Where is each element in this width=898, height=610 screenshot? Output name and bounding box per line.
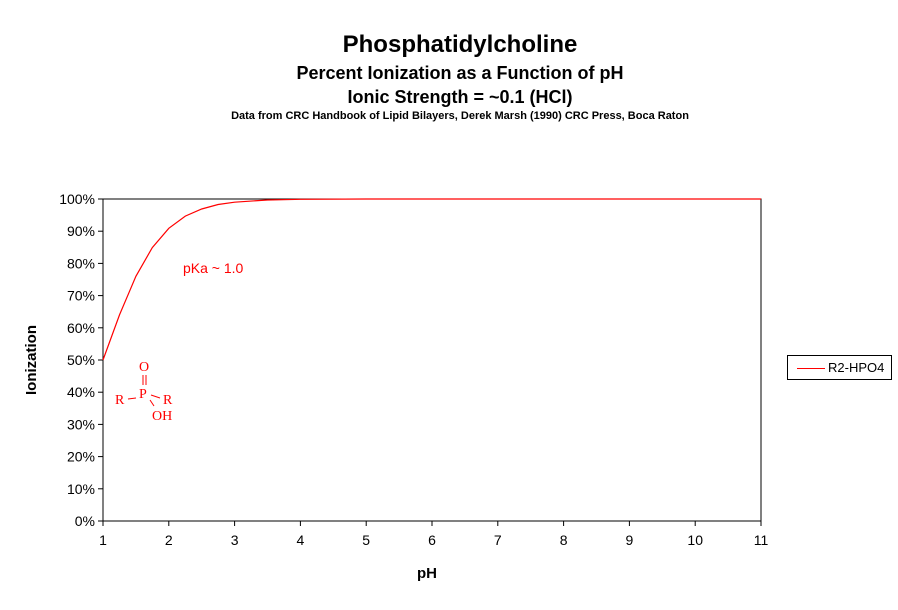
- y-tick-label: 30%: [67, 416, 95, 432]
- x-tick-label: 5: [362, 532, 370, 548]
- chem-p: P: [139, 387, 147, 402]
- chart-subtitle-1: Percent Ionization as a Function of pH: [296, 63, 624, 83]
- y-tick-label: 60%: [67, 320, 95, 336]
- x-tick-label: 1: [99, 532, 107, 548]
- x-tick-label: 4: [297, 532, 305, 548]
- x-tick-label: 3: [231, 532, 239, 548]
- y-tick-label: 10%: [67, 481, 95, 497]
- x-tick-label: 8: [560, 532, 568, 548]
- series-line-r2-hpo4: [102, 198, 761, 361]
- plot-frame: [102, 198, 762, 522]
- chart-subtitle-2: Ionic Strength = ~0.1 (HCl): [347, 87, 573, 107]
- y-tick-label: 90%: [67, 223, 95, 239]
- chem-r-right: R: [163, 393, 173, 408]
- chem-r-left: R: [115, 393, 125, 408]
- x-tick-label: 9: [626, 532, 634, 548]
- legend-swatch: [797, 368, 825, 369]
- x-tick-label: 11: [754, 532, 769, 548]
- chem-o: O: [139, 360, 149, 375]
- y-axis-label: Ionization: [23, 325, 40, 395]
- legend: R2-HPO4: [787, 355, 892, 380]
- x-tick-label: 6: [428, 532, 436, 548]
- y-tick-label: 20%: [67, 449, 95, 465]
- x-tick-label: 7: [494, 532, 502, 548]
- chem-oh: OH: [152, 409, 172, 424]
- y-tick-label: 70%: [67, 288, 95, 304]
- y-tick-label: 0%: [75, 513, 95, 529]
- x-axis-label: pH: [417, 565, 437, 582]
- y-tick-label: 80%: [67, 255, 95, 271]
- legend-label: R2-HPO4: [828, 360, 885, 375]
- pka-annotation: pKa ~ 1.0: [183, 260, 244, 276]
- phosphate-structure: O P R R OH: [115, 360, 173, 424]
- y-tick-label: 100%: [59, 191, 95, 207]
- x-tick-label: 10: [687, 532, 703, 548]
- y-tick-label: 40%: [67, 384, 95, 400]
- x-tick-label: 2: [165, 532, 173, 548]
- chart-title: Phosphatidylcholine: [342, 31, 578, 58]
- chart-source: Data from CRC Handbook of Lipid Bilayers…: [231, 110, 689, 122]
- y-tick-label: 50%: [67, 352, 95, 368]
